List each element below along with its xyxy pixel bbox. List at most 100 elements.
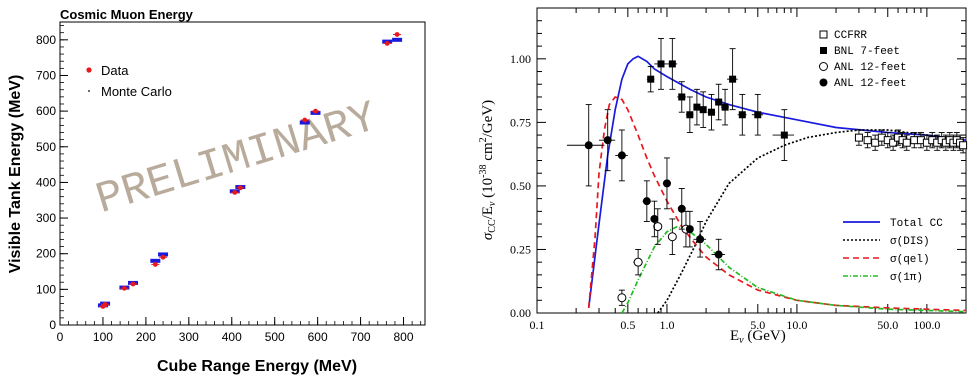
data-point [152, 262, 158, 267]
data-point [130, 281, 136, 287]
legend-anl-open-label: ANL 12-feet [834, 62, 907, 74]
legend-dis-label: σ(DIS) [890, 236, 930, 248]
point-anl-filled [662, 179, 671, 188]
right-y-tick-label: 1.00 [510, 52, 531, 66]
right-axis-ticks: 0.1 0.5 1.0 5.0 10.0 50.0 100.0 0.00 0.25 0.50 0.7… [510, 7, 967, 332]
point-anl-filled [617, 151, 626, 160]
data-point [384, 40, 390, 46]
left-y-tick-label: 500 [36, 140, 56, 154]
left-x-tick-label: 100 [93, 330, 113, 344]
right-x-tick-label: 1.0 [659, 318, 674, 332]
data-point [394, 32, 400, 37]
left-y-tick-label: 400 [36, 175, 56, 189]
legend-ccfrr-marker [819, 30, 828, 39]
point-bnl [668, 60, 676, 68]
legend-qel-label: σ(qel) [890, 254, 930, 266]
left-y-tick-label: 200 [36, 247, 56, 261]
right-plot-frame [536, 7, 967, 314]
point-bnl [729, 75, 737, 83]
right-y-axis-label: σCC/Eν (10-38 cm2/GeV) [478, 100, 498, 240]
left-x-axis-label: Cube Range Energy (MeV) [157, 358, 357, 375]
point-ccfrr [889, 138, 898, 147]
point-anl-filled [603, 136, 612, 145]
left-x-tick-label: 200 [136, 330, 156, 344]
right-x-tick-label: 100.0 [913, 318, 940, 332]
point-bnl [699, 106, 707, 114]
left-y-tick-label: 100 [36, 282, 56, 296]
left-chart-title: Cosmic Muon Energy [60, 7, 194, 22]
legend-bnl-marker [820, 47, 827, 54]
left-legend: Data Monte Carlo [86, 63, 172, 99]
point-anl-open [617, 293, 627, 303]
data-point [160, 254, 166, 260]
point-anl-filled [650, 214, 659, 223]
svg-text:σCC/Eν (10-38 cm2/GeV): σCC/Eν (10-38 cm2/GeV) [478, 100, 498, 240]
left-plot-frame [59, 21, 426, 326]
point-bnl [647, 75, 655, 83]
legend-data-label: Data [101, 63, 129, 78]
mc-point [150, 258, 161, 263]
point-anl-open [633, 257, 643, 267]
point-bnl [715, 98, 723, 106]
right-x-axis-label: Eν (GeV) [730, 328, 786, 346]
point-bnl [686, 111, 694, 119]
right-measurement-points [566, 38, 968, 306]
point-bnl [754, 111, 762, 119]
legend-anl-open-marker [819, 62, 828, 71]
point-bnl [721, 103, 729, 111]
point-bnl [693, 103, 701, 111]
right-legend-curves: Total CC σ(DIS) σ(qel) σ(1π) [843, 218, 943, 284]
left-y-tick-label: 300 [36, 211, 56, 225]
point-ccfrr [854, 133, 863, 142]
legend-1pi-label: σ(1π) [890, 272, 923, 284]
point-anl-filled [677, 204, 686, 213]
point-bnl [707, 108, 715, 116]
right-x-tick-label: 0.1 [530, 318, 545, 332]
right-legend-measurements: CCFRR BNL 7-feet ANL 12-feet ANL 12-feet [819, 30, 907, 90]
point-bnl [738, 111, 746, 119]
right-x-tick-label: 10.0 [786, 318, 807, 332]
point-anl-open [667, 232, 677, 242]
mc-point [158, 252, 169, 257]
right-y-tick-label: 0.25 [510, 242, 531, 256]
legend-mc-label: Monte Carlo [101, 84, 172, 99]
point-anl-open [653, 222, 663, 232]
data-point [232, 189, 238, 195]
point-ccfrr [863, 136, 872, 145]
point-anl-filled [696, 235, 705, 244]
watermark-preliminary: PRELIMINARY [91, 93, 383, 226]
point-anl-filled [584, 141, 593, 150]
point-ccfrr [910, 136, 919, 145]
data-point [313, 108, 318, 114]
right-x-tick-label: 0.5 [620, 318, 635, 332]
right-y-tick-label: 0.00 [510, 306, 531, 320]
left-y-tick-label: 700 [36, 68, 56, 82]
data-point [237, 185, 243, 191]
point-bnl [678, 93, 686, 101]
legend-anl-filled-marker [819, 78, 828, 87]
data-point [302, 117, 308, 123]
point-bnl [780, 131, 788, 139]
curve--1- [621, 225, 967, 314]
left-chart: Cosmic Muon Energy Cube Range Energy (Me… [7, 7, 426, 375]
left-x-tick-label: 700 [351, 330, 371, 344]
left-x-tick-label: 300 [179, 330, 199, 344]
point-ccfrr [902, 138, 911, 147]
legend-data-marker [86, 67, 92, 73]
left-axis-ticks: 0 100 200 300 400 500 600 700 800 0 100 200 300 400 50… [36, 25, 422, 344]
mc-point [392, 37, 403, 42]
left-y-tick-label: 0 [49, 318, 56, 332]
right-x-tick-label: 50.0 [877, 318, 898, 332]
right-chart: 0.1 0.5 1.0 5.0 10.0 50.0 100.0 0.00 0.25 0.50 0.7… [478, 7, 968, 346]
curve--qel- [587, 95, 967, 312]
left-data-points [97, 32, 403, 309]
left-x-tick-label: 0 [57, 330, 64, 344]
curve-total-cc [587, 55, 967, 309]
data-point [122, 285, 127, 291]
legend-ccfrr-label: CCFRR [834, 30, 867, 42]
point-bnl [657, 60, 665, 68]
left-y-tick-label: 800 [36, 33, 56, 47]
left-y-axis-label: Visible Tank Energy (MeV) [7, 75, 24, 274]
data-point [102, 301, 108, 307]
legend-anl-filled-label: ANL 12-feet [834, 78, 907, 90]
